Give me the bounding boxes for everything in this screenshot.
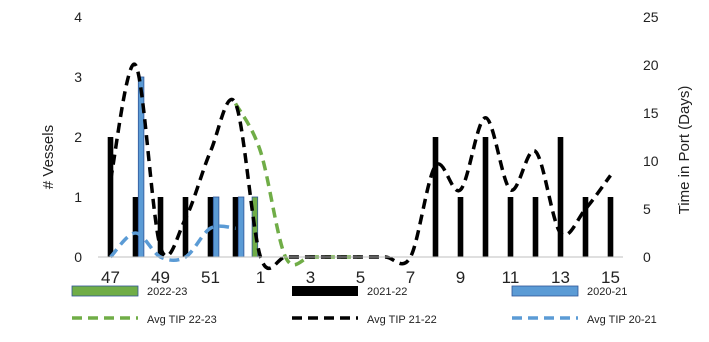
x-tick-label: 9 [456,268,465,287]
legend-swatch [292,286,358,296]
x-axis-ticks: 47 49 51 1 3 5 7 9 11 13 15 [101,268,620,287]
left-axis-ticks: 0 1 2 3 4 [74,9,82,265]
bar [482,137,489,257]
line-layer [108,62,612,270]
x-tick-label: 13 [551,268,570,287]
line-series [108,62,612,270]
legend: 2022-23 2021-22 2020-21 Avg TIP 22-23 Avg TI… [71,285,657,326]
right-tick-label: 5 [643,201,651,217]
legend-swatch [71,285,139,297]
x-tick-label: 51 [201,268,220,287]
bar [212,196,220,258]
x-tick-label: 47 [101,268,120,287]
line-series [233,102,361,267]
x-tick-label: 5 [356,268,365,287]
left-tick-label: 0 [74,249,82,265]
bar [132,197,139,257]
line-series [109,224,236,263]
legend-label: Avg TIP 22-23 [147,314,217,326]
x-tick-label: 3 [306,268,315,287]
bar [432,137,439,257]
x-tick-label: 1 [256,268,265,287]
legend-label: 2020-21 [587,286,627,298]
right-tick-label: 10 [643,153,659,169]
bar [532,197,539,257]
y-axis-title-left: # Vessels [40,125,57,189]
bar [457,197,464,257]
bar [182,197,189,257]
legend-label: Avg TIP 20-21 [587,314,657,326]
x-tick-label: 49 [151,268,170,287]
left-tick-label: 2 [74,129,82,145]
left-tick-label: 4 [74,9,82,25]
left-tick-label: 1 [74,189,82,205]
bar [237,196,245,258]
right-tick-label: 20 [643,57,659,73]
bar [507,197,514,257]
right-tick-label: 0 [643,249,651,265]
legend-swatch [511,285,579,297]
bar [107,137,114,257]
bar [607,197,614,257]
right-axis-ticks: 0 5 10 15 20 25 [643,9,659,265]
right-tick-label: 25 [643,9,659,25]
y-axis-title-right: Time in Port (Days) [676,86,693,215]
bar [157,197,164,257]
bar-layer [107,76,614,258]
left-tick-label: 3 [74,69,82,85]
legend-label: 2021-22 [367,286,407,298]
legend-label: 2022-23 [147,286,187,298]
x-tick-label: 11 [502,268,520,287]
legend-label: Avg TIP 21-22 [367,314,437,326]
right-tick-label: 15 [643,105,659,121]
bar [582,197,589,257]
x-tick-label: 15 [601,268,620,287]
x-tick-label: 7 [406,268,415,287]
bar [557,137,564,257]
